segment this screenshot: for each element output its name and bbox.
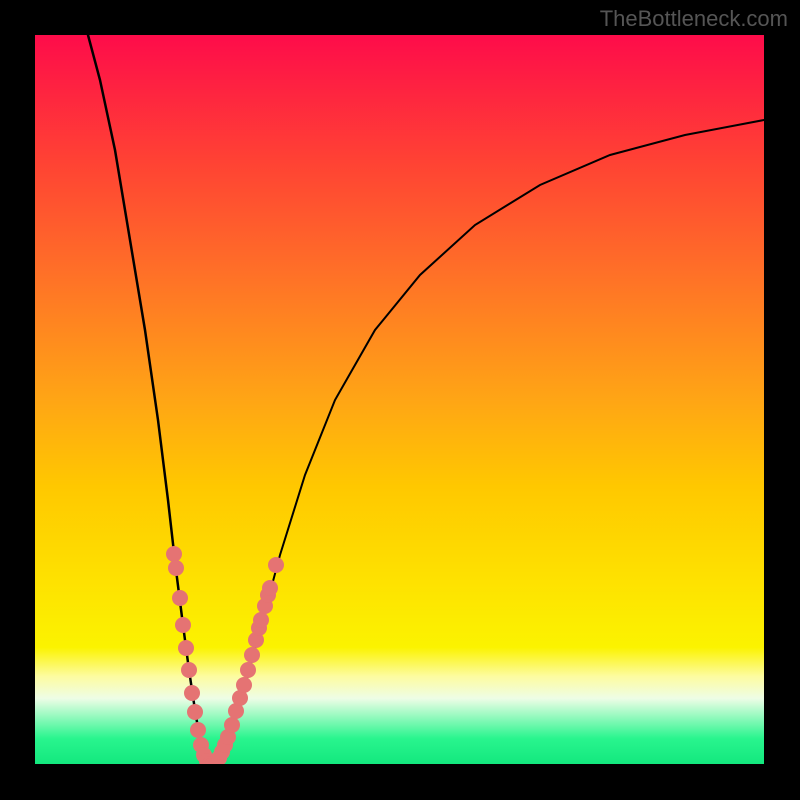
data-marker — [236, 677, 252, 693]
data-marker — [166, 546, 182, 562]
watermark-text: TheBottleneck.com — [600, 6, 788, 32]
data-marker — [181, 662, 197, 678]
data-marker — [268, 557, 284, 573]
chart-root: TheBottleneck.com — [0, 0, 800, 800]
data-marker — [244, 647, 260, 663]
data-marker — [168, 560, 184, 576]
data-marker — [175, 617, 191, 633]
data-marker — [253, 612, 269, 628]
data-marker — [187, 704, 203, 720]
data-marker — [184, 685, 200, 701]
plot-background — [35, 35, 764, 764]
data-marker — [172, 590, 188, 606]
plot-area — [35, 35, 764, 764]
data-marker — [262, 580, 278, 596]
data-marker — [178, 640, 194, 656]
data-marker — [190, 722, 206, 738]
data-marker — [224, 717, 240, 733]
data-marker — [240, 662, 256, 678]
